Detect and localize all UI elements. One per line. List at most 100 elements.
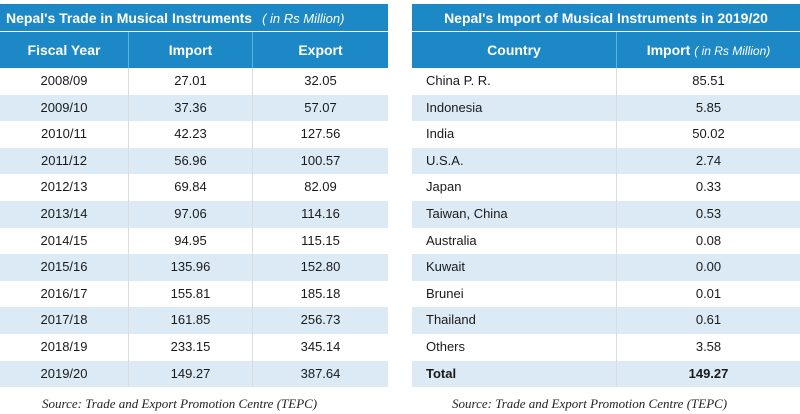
header-country: Country	[487, 42, 541, 58]
cell-import-value: 85.51	[616, 68, 800, 95]
table-row: 2014/15 94.95 115.15	[0, 227, 388, 255]
cell-import: 94.95	[128, 227, 252, 255]
cell-fiscal-year: 2019/20	[40, 365, 88, 381]
cell-export: 32.05	[252, 68, 388, 95]
cell-country: Brunei	[426, 285, 464, 301]
cell-import-value: 50.02	[616, 121, 800, 148]
cell-import: 97.06	[128, 200, 252, 228]
table-row: 2008/09 27.01 32.05	[0, 68, 388, 95]
table-row: 2018/19 233.15 345.14	[0, 333, 388, 361]
cell-import-value: 0.61	[616, 307, 800, 334]
cell-export: 345.14	[252, 333, 388, 361]
cell-export: 256.73	[252, 307, 388, 334]
trade-table-body: 2008/09 27.01 32.05 2009/10 37.36 57.07 2010/1…	[0, 68, 388, 388]
table-row: India 50.02	[412, 121, 800, 148]
cell-country: China P. R.	[426, 73, 491, 88]
table-row: 2009/10 37.36 57.07	[0, 94, 388, 122]
cell-import: 27.01	[128, 68, 252, 95]
table-row: 2017/18 161.85 256.73	[0, 307, 388, 334]
table-row: Others 3.58	[412, 333, 800, 361]
table-row: U.S.A. 2.74	[412, 147, 800, 175]
cell-fiscal-year: 2009/10	[40, 99, 88, 115]
import-table-body: China P. R. 85.51 Indonesia 5.85 India 50.02 U…	[412, 68, 800, 388]
cell-fiscal-year: 2012/13	[40, 179, 88, 195]
cell-country: U.S.A.	[426, 152, 464, 168]
import-table-panel: Nepal's Import of Musical Instruments in…	[412, 4, 800, 388]
cell-country: Indonesia	[426, 99, 483, 115]
cell-import-value: 2.74	[616, 147, 800, 175]
cell-import: 233.15	[128, 333, 252, 361]
cell-import-value: 3.58	[616, 333, 800, 361]
cell-fiscal-year: 2015/16	[40, 259, 88, 275]
trade-table-title-text: Nepal's Trade in Musical Instruments	[6, 10, 253, 26]
table-row: 2019/20 149.27 387.64	[0, 360, 388, 388]
total-label: Total	[426, 365, 457, 381]
trade-table-panel: Nepal's Trade in Musical Instruments ( in…	[0, 4, 388, 388]
trade-table-unit: ( in Rs Million)	[262, 11, 345, 26]
cell-export: 152.80	[252, 254, 388, 281]
cell-import: 161.85	[128, 307, 252, 334]
import-table-header: Country Import( in Rs Million)	[412, 32, 800, 68]
cell-country: Others	[426, 338, 466, 354]
cell-export: 127.56	[252, 121, 388, 148]
table-row: Thailand 0.61	[412, 307, 800, 334]
table-row: China P. R. 85.51	[412, 68, 800, 95]
header-import-unit: ( in Rs Million)	[694, 44, 771, 58]
table-row: Taiwan, China 0.53	[412, 200, 800, 228]
table-row: 2011/12 56.96 100.57	[0, 147, 388, 175]
cell-fiscal-year: 2018/19	[40, 338, 88, 354]
cell-fiscal-year: 2008/09	[40, 73, 88, 88]
table-row: Australia 0.08	[412, 227, 800, 255]
header-import-by-country: Import( in Rs Million)	[616, 32, 800, 68]
table-row: Kuwait 0.00	[412, 254, 800, 281]
cell-import-value: 5.85	[616, 94, 800, 122]
trade-table-source: Source: Trade and Export Promotion Centr…	[42, 396, 318, 411]
cell-country: Taiwan, China	[426, 205, 508, 221]
cell-country: Japan	[426, 179, 462, 195]
table-row: 2012/13 69.84 82.09	[0, 174, 388, 201]
trade-table-title: Nepal's Trade in Musical Instruments ( in…	[0, 4, 388, 32]
cell-fiscal-year: 2014/15	[40, 232, 88, 248]
header-export: Export	[252, 32, 388, 68]
import-table-source: Source: Trade and Export Promotion Centr…	[452, 396, 728, 411]
cell-fiscal-year: 2016/17	[40, 285, 88, 301]
total-row: Total 149.27	[412, 360, 800, 388]
cell-import-value: 0.53	[616, 200, 800, 228]
cell-import-value: 0.33	[616, 174, 800, 201]
header-import-label: Import	[646, 42, 691, 58]
cell-export: 57.07	[252, 94, 388, 122]
cell-export: 100.57	[252, 147, 388, 175]
cell-fiscal-year: 2017/18	[40, 312, 88, 328]
table-row: 2010/11 42.23 127.56	[0, 121, 388, 148]
cell-import-value: 0.08	[616, 227, 800, 255]
cell-export: 114.16	[252, 200, 388, 228]
table-row: 2015/16 135.96 152.80	[0, 254, 388, 281]
table-row: 2016/17 155.81 185.18	[0, 280, 388, 308]
cell-import: 149.27	[128, 360, 252, 388]
table-row: Indonesia 5.85	[412, 94, 800, 122]
cell-export: 82.09	[252, 174, 388, 201]
cell-import: 56.96	[128, 147, 252, 175]
cell-export: 387.64	[252, 360, 388, 388]
cell-import: 37.36	[128, 94, 252, 122]
cell-import: 155.81	[128, 280, 252, 308]
cell-export: 185.18	[252, 280, 388, 308]
cell-country: India	[426, 126, 455, 142]
cell-import-value: 0.01	[616, 280, 800, 308]
trade-table-header: Fiscal Year Import Export	[0, 32, 388, 68]
table-row: Brunei 0.01	[412, 280, 800, 308]
total-value: 149.27	[616, 360, 800, 388]
cell-country: Australia	[426, 232, 477, 248]
cell-import: 135.96	[128, 254, 252, 281]
import-table-title: Nepal's Import of Musical Instruments in…	[412, 4, 800, 32]
header-fiscal-year: Fiscal Year	[27, 42, 101, 58]
cell-import-value: 0.00	[616, 254, 800, 281]
cell-import: 69.84	[128, 174, 252, 201]
cell-country: Thailand	[426, 312, 476, 328]
cell-fiscal-year: 2010/11	[40, 126, 88, 142]
table-row: Japan 0.33	[412, 174, 800, 201]
cell-fiscal-year: 2013/14	[40, 205, 88, 221]
table-row: 2013/14 97.06 114.16	[0, 200, 388, 228]
cell-export: 115.15	[252, 227, 388, 255]
cell-import: 42.23	[128, 121, 252, 148]
